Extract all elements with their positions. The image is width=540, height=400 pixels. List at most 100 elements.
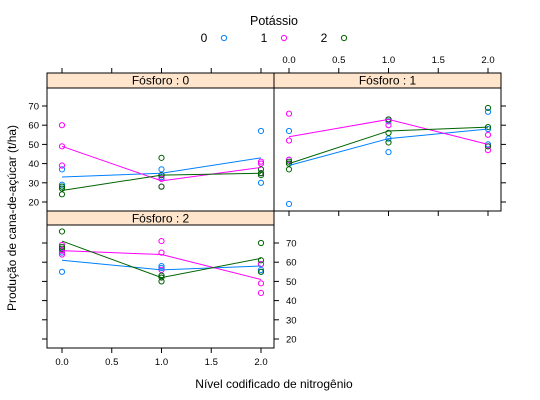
data-point-series-0 [285,200,293,208]
y-tick-label-left: 50 [28,140,39,151]
data-point-series-2 [58,245,66,252]
legend-symbol-2 [340,34,348,42]
data-point-series-0 [158,173,165,181]
data-point-series-0 [158,262,165,270]
y-tick-label-left: 20 [28,198,39,209]
x-tick-label-bottom: 1.0 [155,357,168,368]
data-point-series-0 [58,166,66,173]
x-tick-label-top: 0.5 [332,55,345,66]
data-point-series-0 [285,127,293,135]
data-point-series-2 [257,257,265,264]
y-axis-label: Produção de cana-de-açúcar (t/ha) [5,125,19,311]
data-point-series-1 [385,122,392,129]
y-tick-label-right: 60 [286,258,297,269]
data-point-series-1 [158,237,165,245]
mean-line-series-0 [61,259,262,271]
y-tick-label-left: 60 [28,121,39,132]
data-point-series-1 [257,160,265,167]
data-point-series-2 [158,183,165,190]
x-tick-label-top: 2.0 [481,55,494,66]
data-point-series-2 [285,166,293,173]
data-point-series-2 [58,191,66,198]
data-point-series-2 [58,228,66,235]
x-axis-label: Nível codificado de nitrogênio [195,377,353,391]
panels: Fósforo : 0 Fósforo : 1 Fósforo : 2 [46,72,502,349]
panel-frame [273,87,502,212]
y-tick-label-left: 70 [28,102,39,113]
data-point-series-2 [484,104,492,112]
data-point-series-1 [484,131,492,138]
panel-2: Fósforo : 2 [46,210,275,349]
panel-0: Fósforo : 0 [46,72,275,212]
data-point-series-2 [58,185,66,192]
data-point-series-0 [58,268,66,275]
data-point-series-2 [285,160,293,167]
panel-strip-label: Fósforo : 1 [359,74,417,88]
legend-entries: 0 1 2 [201,31,348,45]
data-point-series-2 [58,243,66,250]
y-tick-label-left: 30 [28,178,39,189]
data-point-series-1 [257,280,265,287]
y-tick-label-right: 70 [286,239,297,250]
data-point-series-2 [158,154,165,161]
y-tick-label-right: 40 [286,296,297,307]
y-tick-label-right: 50 [286,277,297,288]
y-tick-label-left: 40 [28,159,39,170]
data-point-series-0 [58,249,66,256]
data-point-series-2 [58,183,66,190]
legend: Potássio 0 1 2 [201,14,348,45]
data-point-series-0 [385,148,392,156]
panel-frame [46,224,275,349]
data-point-series-0 [257,266,265,273]
x-tick-label-top: 0.0 [282,55,295,66]
data-point-series-1 [285,137,293,144]
data-point-series-0 [257,127,265,135]
data-point-series-2 [385,129,392,136]
data-point-series-1 [58,143,66,150]
data-point-series-2 [257,166,265,173]
mean-line-series-1 [288,118,489,145]
data-point-series-2 [285,158,293,165]
data-point-series-1 [58,162,66,169]
mean-line-series-2 [61,240,262,279]
mean-line-series-0 [288,128,489,167]
mean-line-series-1 [61,250,262,280]
y-tick-label-right: 20 [286,335,297,346]
data-point-series-1 [257,158,265,165]
mean-line-series-2 [288,126,489,165]
data-point-series-2 [158,278,165,285]
x-tick-label-bottom: 2.0 [254,357,267,368]
mean-line-series-2 [61,172,262,191]
data-point-series-1 [484,147,492,154]
legend-label-0: 0 [201,31,208,45]
data-point-series-2 [257,268,265,275]
data-point-series-0 [484,141,492,148]
data-point-series-2 [158,272,165,279]
data-point-series-0 [158,166,165,173]
x-tick-label-bottom: 1.5 [205,357,218,368]
data-point-series-0 [385,118,392,125]
data-point-series-1 [285,156,293,163]
legend-symbol-0 [220,34,228,42]
x-tick-label-top: 1.5 [432,55,445,66]
y-tick-label-right: 30 [286,315,297,326]
data-point-series-2 [385,139,392,146]
legend-symbol-1 [280,34,288,42]
data-point-series-2 [484,143,492,150]
data-point-series-1 [158,249,165,256]
data-point-series-0 [484,108,492,115]
data-point-series-0 [158,264,165,272]
mean-line-series-0 [61,157,262,178]
legend-title: Potássio [250,14,298,28]
x-tick-label-top: 1.0 [382,55,395,66]
data-point-series-1 [285,110,293,117]
legend-label-2: 2 [321,31,328,45]
mean-line-series-1 [61,145,262,182]
data-point-series-1 [58,251,66,258]
legend-label-1: 1 [261,31,268,45]
panel-frame [46,87,275,212]
panel-strip-label: Fósforo : 2 [132,212,190,226]
data-point-series-1 [257,289,265,297]
data-point-series-0 [58,181,66,188]
